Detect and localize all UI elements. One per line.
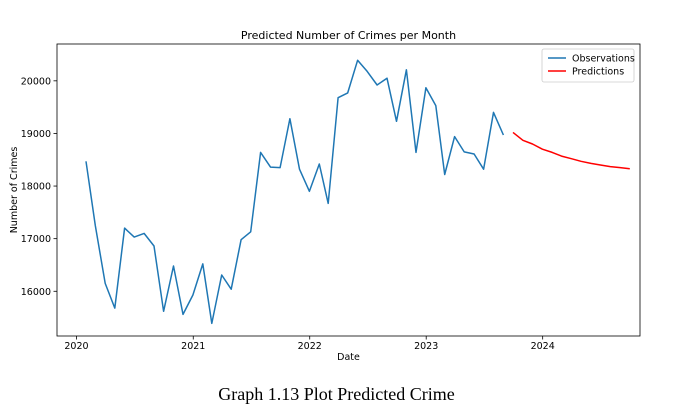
x-tick-label: 2020	[64, 341, 88, 352]
series-line-observations	[85, 59, 505, 325]
x-tick-label: 2024	[531, 341, 555, 352]
y-tick-label: 19000	[21, 129, 51, 140]
x-tick-label: 2022	[298, 341, 322, 352]
legend-label-observations: Observations	[572, 54, 635, 65]
x-axis-title: Date	[337, 352, 360, 363]
legend: Observations Predictions	[541, 48, 635, 83]
y-axis-ticks: 16000 17000 18000 19000 20000	[21, 76, 57, 298]
y-tick-label: 20000	[21, 76, 51, 87]
x-tick-label: 2021	[181, 341, 205, 352]
y-axis-title: Number of Crimes	[9, 147, 20, 234]
series-line-predictions	[512, 131, 630, 170]
series-layer	[85, 59, 630, 325]
chart-title: Predicted Number of Crimes per Month	[241, 29, 456, 42]
plot-area	[56, 43, 641, 337]
legend-label-predictions: Predictions	[572, 67, 624, 78]
x-tick-label: 2023	[414, 341, 438, 352]
y-tick-label: 16000	[21, 287, 51, 298]
line-chart: Predicted Number of Crimes per Month Dat…	[9, 29, 641, 363]
figure-caption: Graph 1.13 Plot Predicted Crime	[218, 384, 455, 404]
y-tick-label: 17000	[21, 234, 51, 245]
y-tick-label: 18000	[21, 182, 51, 193]
x-axis-ticks: 2020 2021 2022 2023 2024	[64, 336, 555, 352]
